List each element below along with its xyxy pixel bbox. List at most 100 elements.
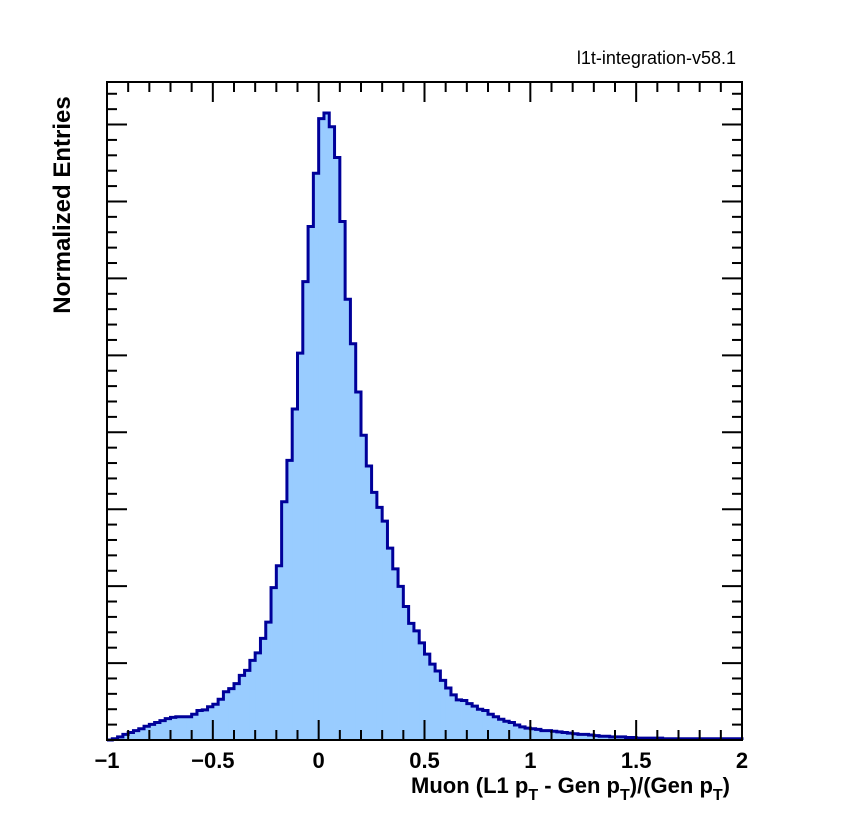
x-tick-label: 0 <box>313 748 325 773</box>
histogram-bin <box>593 735 600 740</box>
histogram-bin <box>450 694 457 740</box>
histogram-bin <box>144 726 150 740</box>
histogram-bin <box>249 660 256 740</box>
histogram-bin <box>308 226 314 740</box>
histogram-bin <box>339 221 346 740</box>
histogram-bin <box>387 548 394 740</box>
histogram-bin <box>159 720 166 740</box>
histogram-bin <box>562 732 568 740</box>
histogram-bin <box>366 466 372 740</box>
histogram-bin <box>234 683 240 740</box>
x-tick-label: 0.5 <box>409 748 440 773</box>
histogram-bin <box>398 586 404 740</box>
histogram-bin <box>466 703 473 740</box>
histogram-bin <box>472 706 478 740</box>
histogram-bin <box>583 734 589 740</box>
histogram-bin <box>567 733 574 740</box>
histogram-bin <box>175 716 182 740</box>
histogram-bin <box>413 630 420 740</box>
histogram-bin <box>588 734 595 740</box>
histogram-bin <box>212 704 219 740</box>
histogram-bin <box>302 281 309 740</box>
histogram-bin <box>122 734 129 740</box>
version-tag: l1t-integration-v58.1 <box>576 48 736 68</box>
histogram-bin <box>286 460 293 740</box>
histogram-bin <box>292 408 298 740</box>
histogram-bin <box>493 716 499 740</box>
histogram-bin <box>556 731 563 740</box>
histogram-bin <box>202 709 208 740</box>
axis-ticks <box>106 82 743 741</box>
histogram-bin <box>530 728 537 740</box>
histogram-bin <box>419 642 425 740</box>
histogram-bin <box>355 392 362 740</box>
histogram-bin <box>313 173 320 740</box>
histogram-bin <box>149 724 156 740</box>
histogram-outline <box>107 111 744 742</box>
histogram-bin <box>477 709 484 740</box>
histogram-bin <box>456 699 462 740</box>
histogram-bin <box>376 507 383 740</box>
histogram-bin <box>445 687 452 740</box>
x-tick-label: −0.5 <box>191 748 234 773</box>
y-axis-label: Normalized Entries <box>49 96 76 313</box>
histogram-bin <box>154 722 161 740</box>
histogram-bin <box>509 722 515 740</box>
histogram-bin <box>265 622 272 740</box>
histogram-bin <box>609 736 616 740</box>
histogram-bin <box>535 729 542 740</box>
histogram-bin <box>196 710 203 740</box>
histogram-bin <box>191 714 198 740</box>
histogram-bin <box>424 654 431 740</box>
histogram-bin <box>498 719 505 740</box>
histogram-bin <box>260 638 267 740</box>
histogram-bin <box>133 730 140 740</box>
histogram-bin <box>318 118 325 740</box>
histogram-bin <box>371 492 378 740</box>
histogram-bin <box>271 587 277 740</box>
histogram-bin <box>604 736 611 740</box>
histogram-bin <box>514 724 521 740</box>
histogram-bin <box>440 680 447 740</box>
histogram-bin <box>488 714 494 740</box>
histogram-bin <box>186 716 193 740</box>
histogram-bin <box>345 299 351 740</box>
x-axis-label: Muon (L1 pT - Gen pT)/(Gen pT) <box>411 773 730 804</box>
histogram-bin <box>551 731 558 740</box>
histogram-bin <box>599 736 605 740</box>
histogram-bin <box>297 353 304 740</box>
histogram-bin <box>615 736 621 740</box>
histogram-bin <box>165 718 171 740</box>
histogram-bin <box>577 734 584 740</box>
histogram-bin <box>429 664 436 740</box>
histogram-bin <box>334 157 341 741</box>
histogram-bin <box>281 501 288 740</box>
histogram-bin <box>117 736 124 740</box>
x-tick-label: 1 <box>524 748 536 773</box>
histogram-bin <box>540 730 547 740</box>
histogram-bin <box>408 623 415 740</box>
histogram-bin <box>218 699 224 740</box>
histogram-bin <box>503 721 510 740</box>
histogram-bin <box>138 728 145 740</box>
histogram-bin <box>181 716 187 740</box>
histogram-bin <box>572 733 579 740</box>
histogram-bin <box>276 565 283 740</box>
x-tick-label: 2 <box>736 748 748 773</box>
histogram-bin <box>403 606 410 740</box>
histogram-bin <box>392 568 399 740</box>
histogram-bin <box>244 670 251 740</box>
histogram-bin <box>525 728 531 740</box>
x-tick-label: 1.5 <box>621 748 652 773</box>
histogram-bin <box>128 732 134 740</box>
histogram-bin <box>461 700 468 740</box>
histogram-bin <box>482 710 489 740</box>
histogram-bin <box>361 435 367 740</box>
histogram-bin <box>329 126 335 740</box>
histogram-bin <box>546 730 552 740</box>
histogram-bin <box>323 113 330 740</box>
plot-frame <box>106 81 743 741</box>
histogram-bin <box>350 343 357 740</box>
histogram-bin <box>620 736 626 740</box>
